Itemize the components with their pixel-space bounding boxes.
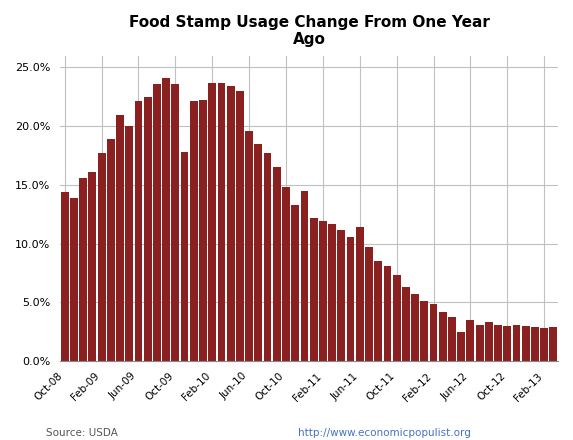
Bar	[365, 247, 373, 361]
Bar	[448, 317, 456, 361]
Bar	[153, 84, 161, 361]
Bar	[513, 325, 520, 361]
Bar	[107, 139, 115, 361]
Bar	[522, 326, 529, 361]
Bar	[144, 97, 152, 361]
Bar	[190, 101, 198, 361]
Bar	[466, 320, 474, 361]
Bar	[310, 218, 317, 361]
Bar	[550, 327, 558, 361]
Bar	[125, 126, 133, 361]
Bar	[236, 91, 244, 361]
Bar	[300, 191, 308, 361]
Bar	[319, 221, 327, 361]
Bar	[476, 325, 484, 361]
Bar	[79, 178, 87, 361]
Bar	[218, 83, 225, 361]
Bar	[402, 287, 410, 361]
Bar	[254, 144, 262, 361]
Bar	[282, 187, 290, 361]
Bar	[135, 101, 142, 361]
Bar	[494, 325, 502, 361]
Bar	[61, 192, 69, 361]
Bar	[540, 328, 548, 361]
Bar	[70, 198, 78, 361]
Bar	[383, 266, 391, 361]
Bar	[199, 100, 207, 361]
Bar	[485, 323, 493, 361]
Bar	[430, 304, 437, 361]
Bar	[337, 230, 346, 361]
Bar	[374, 261, 382, 361]
Title: Food Stamp Usage Change From One Year
Ago: Food Stamp Usage Change From One Year Ag…	[128, 15, 489, 48]
Bar	[531, 327, 539, 361]
Bar	[347, 237, 355, 361]
Bar	[411, 294, 419, 361]
Text: http://www.economicpopulist.org: http://www.economicpopulist.org	[298, 428, 471, 438]
Text: Source: USDA: Source: USDA	[46, 428, 117, 438]
Bar	[88, 172, 96, 361]
Bar	[503, 326, 511, 361]
Bar	[328, 224, 336, 361]
Bar	[116, 115, 124, 361]
Bar	[273, 167, 281, 361]
Bar	[291, 205, 299, 361]
Bar	[421, 301, 428, 361]
Bar	[209, 83, 216, 361]
Bar	[439, 312, 447, 361]
Bar	[457, 332, 465, 361]
Bar	[227, 86, 234, 361]
Bar	[180, 152, 189, 361]
Bar	[393, 275, 401, 361]
Bar	[356, 227, 364, 361]
Bar	[264, 153, 272, 361]
Bar	[171, 84, 179, 361]
Bar	[97, 153, 105, 361]
Bar	[245, 131, 253, 361]
Bar	[162, 78, 170, 361]
